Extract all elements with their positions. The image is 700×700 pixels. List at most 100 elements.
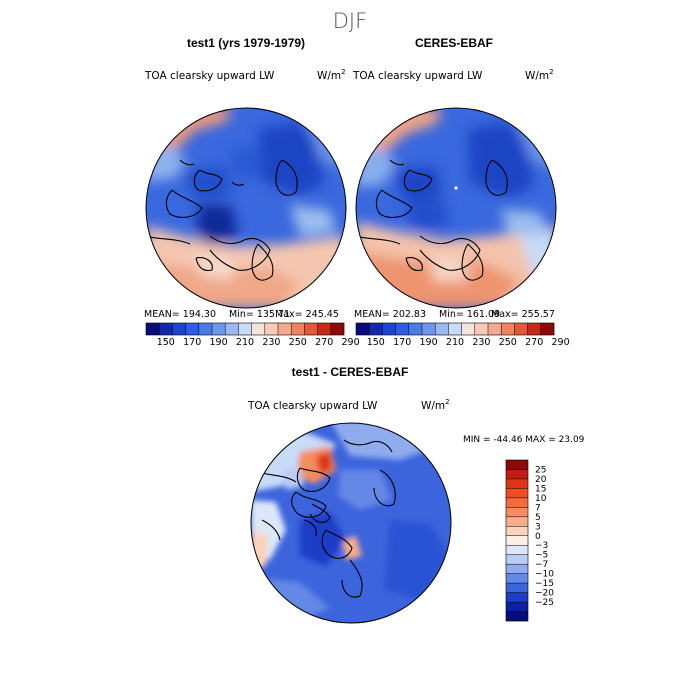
diff-colorbar-swatch <box>506 545 528 555</box>
panel-obs-variable: TOA clearsky upward LW <box>352 70 483 82</box>
diff-colorbar-swatch <box>506 554 528 565</box>
diff-colorbar-swatch <box>506 602 528 612</box>
model-colorbar-swatch <box>172 323 186 335</box>
model-colorbar-swatch <box>225 323 239 335</box>
panel-model-mean: MEAN= 194.30 <box>144 309 216 320</box>
panel-obs: CERES-EBAF TOA clearsky upward LW W/m2 <box>352 36 570 348</box>
diff-colorbar-tick-label: 5 <box>535 513 541 523</box>
model-colorbar-swatch <box>146 323 160 335</box>
model-colorbar-tick-label: 150 <box>157 337 175 348</box>
obs-colorbar-swatch <box>422 323 436 335</box>
model-colorbar-tick-label: 190 <box>210 337 228 348</box>
obs-colorbar-tick-label: 270 <box>525 337 543 348</box>
diff-colorbar-tick-label: −20 <box>535 589 554 599</box>
obs-colorbar-swatch <box>514 323 528 335</box>
diff-colorbar-swatch <box>506 583 528 593</box>
panel-model-min: Min= 135.71 <box>229 309 290 320</box>
model-colorbar-swatch <box>304 323 318 335</box>
diff-colorbar-swatch <box>506 460 528 470</box>
model-colorbar-swatch <box>291 323 305 335</box>
panel-model-map-border <box>145 107 347 309</box>
obs-colorbar-swatch <box>435 323 449 335</box>
diff-colorbar-tick-label: 25 <box>535 465 546 475</box>
diff-colorbar-tick-label: 20 <box>535 475 547 485</box>
model-colorbar-tick-label: 290 <box>342 337 360 348</box>
diff-colorbar-swatch <box>506 488 528 499</box>
diff-colorbar-tick-label: 3 <box>535 522 541 532</box>
diff-colorbar-tick-label: −10 <box>535 570 554 580</box>
model-colorbar-swatch <box>251 323 265 335</box>
diff-colorbar-tick-label: 0 <box>535 532 541 542</box>
model-colorbar-swatch <box>238 323 252 335</box>
obs-colorbar-swatch <box>501 323 515 335</box>
obs-colorbar-swatch <box>527 323 541 335</box>
model-colorbar-tick-label: 170 <box>183 337 201 348</box>
diff-colorbar-swatch <box>506 535 528 546</box>
model-colorbar-swatch <box>185 323 199 335</box>
model-colorbar-swatch <box>317 323 331 335</box>
obs-colorbar-swatch <box>474 323 489 335</box>
panel-diff-variable: TOA clearsky upward LW <box>247 400 378 412</box>
diff-colorbar-swatch <box>506 573 528 584</box>
diff-colorbar-tick-label: −25 <box>535 598 554 608</box>
panel-model-max: Max= 245.45 <box>275 309 339 320</box>
diff-colorbar-swatch <box>506 611 528 622</box>
diff-colorbar-frame <box>505 459 529 622</box>
diff-colorbar-swatch <box>506 516 528 527</box>
model-colorbar-tick-label: 210 <box>236 337 254 348</box>
obs-colorbar-tick-label: 190 <box>420 337 438 348</box>
obs-colorbar-swatch <box>408 323 423 335</box>
diff-colorbar-tick-label: 15 <box>535 484 546 494</box>
panel-obs-units: W/m2 <box>525 68 554 82</box>
panel-diff-title: test1 - CERES-EBAF <box>292 365 409 379</box>
panel-obs-mean: MEAN= 202.83 <box>354 309 426 320</box>
diff-colorbar-swatch <box>506 497 528 508</box>
obs-colorbar-swatch <box>448 323 462 335</box>
panel-obs-max: Max= 255.57 <box>491 309 555 320</box>
panel-model-title: test1 (yrs 1979-1979) <box>187 36 305 50</box>
model-colorbar-swatch <box>264 323 279 335</box>
obs-colorbar-tick-label: 230 <box>472 337 490 348</box>
obs-colorbar-swatch <box>488 323 502 335</box>
diff-colorbar-tick-label: −3 <box>535 541 548 551</box>
obs-colorbar-frame <box>355 322 555 336</box>
diff-colorbar-tick-label: −15 <box>535 579 554 589</box>
obs-colorbar-swatch <box>356 323 370 335</box>
diff-colorbar-tick-label: 7 <box>535 503 541 513</box>
obs-colorbar-swatch <box>395 323 409 335</box>
model-colorbar-frame <box>145 322 345 336</box>
diff-colorbar-tick-label: −5 <box>535 551 548 561</box>
diff-colorbar-swatch <box>506 478 528 489</box>
model-colorbar-tick-label: 270 <box>315 337 333 348</box>
panel-obs-map <box>356 108 556 308</box>
obs-colorbar-tick-label: 290 <box>552 337 570 348</box>
model-colorbar-swatch <box>212 323 226 335</box>
panel-model-units: W/m2 <box>317 68 346 82</box>
panel-obs-map-border <box>355 107 557 309</box>
obs-colorbar-tick-label: 210 <box>446 337 464 348</box>
panel-diff: test1 - CERES-EBAF TOA clearsky upward L… <box>247 365 585 624</box>
diff-colorbar-tick-label: 10 <box>535 494 547 504</box>
model-colorbar-tick-label: 230 <box>262 337 280 348</box>
obs-colorbar-tick-label: 250 <box>499 337 517 348</box>
obs-colorbar-tick-label: 170 <box>393 337 411 348</box>
model-colorbar-swatch <box>159 323 173 335</box>
diff-colorbar-swatch <box>506 469 528 480</box>
panel-model-map <box>146 108 346 308</box>
diff-colorbar-swatch <box>506 507 528 518</box>
diff-colorbar-tick-label: −7 <box>535 560 548 570</box>
panel-model: test1 (yrs 1979-1979) TOA clearsky upwar… <box>144 36 360 348</box>
model-colorbar-swatch <box>198 323 213 335</box>
obs-colorbar-swatch <box>540 323 555 335</box>
panel-diff-map-border <box>250 422 452 624</box>
obs-colorbar-swatch <box>461 323 475 335</box>
model-colorbar-tick-label: 250 <box>289 337 307 348</box>
panel-model-colorbar: 150 170 190 210 230 250 270 290 <box>145 322 360 348</box>
diff-colorbar-swatch <box>506 526 528 536</box>
obs-colorbar-tick-label: 150 <box>367 337 385 348</box>
diff-colorbar-swatch <box>506 592 528 603</box>
diff-colorbar-swatch <box>506 564 528 574</box>
panel-diff-map <box>251 423 451 623</box>
